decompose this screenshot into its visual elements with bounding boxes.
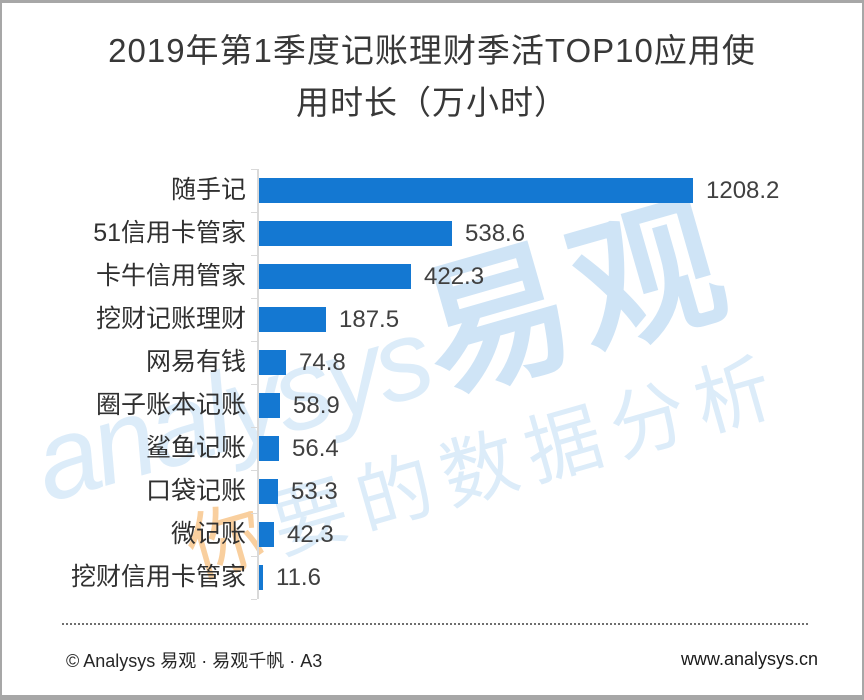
value-label: 1208.2	[706, 177, 780, 204]
chart-row: 微记账 42.3	[2, 513, 862, 556]
axis-tick	[251, 212, 257, 213]
category-label: 微记账	[170, 520, 246, 548]
axis-tick	[251, 556, 257, 557]
copyright-text: © Analysys 易观 · 易观千帆 · A3	[66, 651, 323, 671]
dotted-divider	[62, 623, 808, 625]
chart-row: 挖财记账理财 187.5	[2, 298, 862, 341]
y-axis-line	[257, 169, 259, 599]
category-label: 随手记	[170, 176, 246, 204]
axis-tick	[251, 513, 257, 514]
value-label: 187.5	[339, 306, 400, 333]
category-label: 挖财信用卡管家	[70, 563, 246, 591]
chart-row: 51信用卡管家 538.6	[2, 212, 862, 255]
axis-tick	[251, 169, 257, 170]
axis-tick	[251, 255, 257, 256]
axis-tick	[251, 599, 257, 600]
website-text: www.analysys.cn	[680, 649, 818, 669]
bar	[259, 178, 693, 203]
value-label: 74.8	[299, 349, 346, 376]
axis-tick	[251, 341, 257, 342]
chart-row: 圈子账本记账 58.9	[2, 384, 862, 427]
chart-title-line1: 2019年第1季度记账理财季活TOP10应用使	[108, 32, 756, 69]
bar	[259, 221, 452, 246]
category-label: 鲨鱼记账	[145, 434, 246, 462]
category-label: 挖财记账理财	[95, 305, 246, 333]
bar	[259, 436, 279, 461]
category-label: 网易有钱	[145, 348, 246, 376]
value-label: 422.3	[424, 263, 485, 290]
chart-row: 网易有钱 74.8	[2, 341, 862, 384]
chart-title-line2: 用时长（万小时）	[296, 84, 568, 121]
value-label: 538.6	[465, 220, 526, 247]
bar	[259, 565, 263, 590]
axis-tick	[251, 384, 257, 385]
value-label: 56.4	[292, 435, 339, 462]
bar	[259, 479, 278, 504]
chart-row: 挖财信用卡管家 11.6	[2, 556, 862, 599]
axis-tick	[251, 427, 257, 428]
chart-row: 鲨鱼记账 56.4	[2, 427, 862, 470]
bar	[259, 393, 280, 418]
category-label: 卡牛信用管家	[95, 262, 246, 290]
chart-title: 2019年第1季度记账理财季活TOP10应用使 用时长（万小时）	[2, 25, 862, 129]
value-label: 53.3	[291, 478, 338, 505]
axis-tick	[251, 470, 257, 471]
bar	[259, 307, 326, 332]
axis-tick	[251, 298, 257, 299]
category-label: 51信用卡管家	[93, 219, 246, 247]
category-label: 口袋记账	[145, 477, 246, 505]
value-label: 58.9	[293, 392, 340, 419]
chart-row: 卡牛信用管家 422.3	[2, 255, 862, 298]
chart: 随手记 1208.2 51信用卡管家 538.6 卡牛信用管家 422.3 挖财记账理财 18…	[2, 169, 862, 600]
chart-row: 随手记 1208.2	[2, 169, 862, 212]
bar	[259, 522, 274, 547]
value-label: 42.3	[287, 521, 334, 548]
bar	[259, 350, 286, 375]
chart-row: 口袋记账 53.3	[2, 470, 862, 513]
category-label: 圈子账本记账	[95, 391, 246, 419]
bar	[259, 264, 411, 289]
value-label: 11.6	[276, 564, 321, 591]
